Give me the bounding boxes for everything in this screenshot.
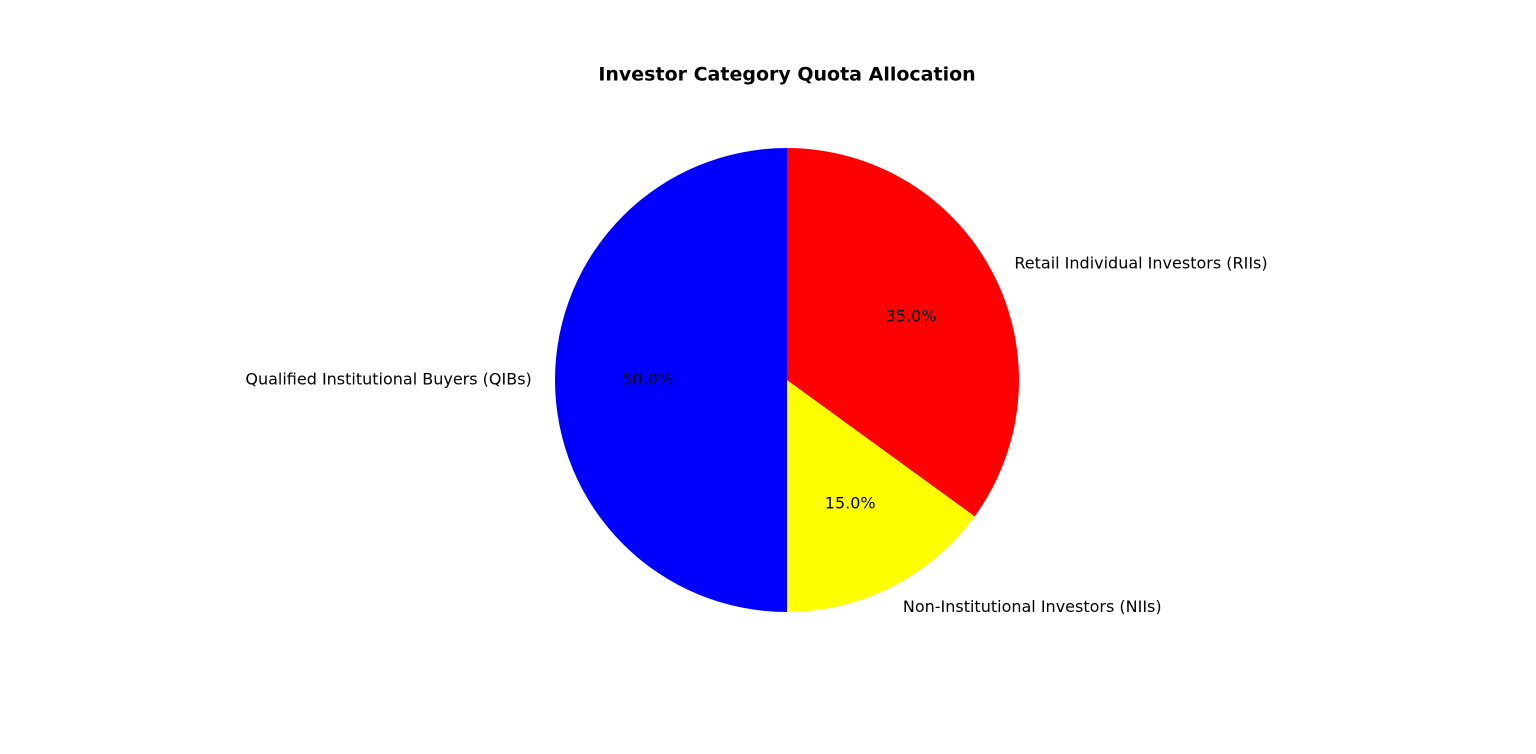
slice-label: Qualified Institutional Buyers (QIBs) — [245, 370, 531, 389]
pie-slice — [787, 380, 975, 612]
pie-slice — [787, 148, 1019, 517]
pie-slice — [555, 148, 787, 612]
slice-label: Retail Individual Investors (RIIs) — [1014, 254, 1267, 273]
chart-title: Investor Category Quota Allocation — [598, 64, 975, 86]
value-label: 15.0% — [825, 494, 876, 513]
slice-label: Non-Institutional Investors (NIIs) — [903, 597, 1162, 616]
value-label: 50.0% — [622, 370, 673, 389]
value-label: 35.0% — [886, 306, 937, 325]
